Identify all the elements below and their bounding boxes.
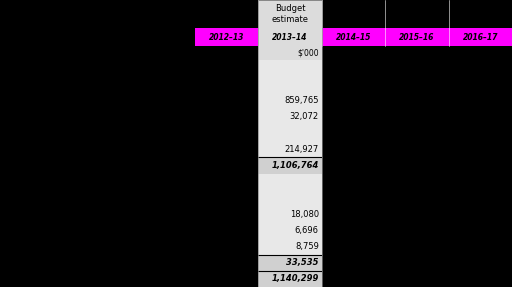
- Bar: [449, 255, 512, 271]
- Text: 33,535: 33,535: [286, 258, 319, 267]
- Bar: [322, 46, 385, 60]
- Bar: [259, 109, 322, 125]
- Bar: [259, 222, 322, 238]
- Bar: [195, 76, 259, 92]
- Bar: [322, 174, 385, 190]
- Bar: [322, 28, 385, 46]
- Bar: [449, 238, 512, 255]
- Bar: [322, 125, 385, 141]
- Bar: [259, 206, 322, 222]
- Bar: [259, 190, 322, 206]
- Bar: [449, 174, 512, 190]
- Bar: [259, 92, 322, 109]
- Bar: [195, 206, 259, 222]
- Bar: [385, 255, 449, 271]
- Bar: [195, 238, 259, 255]
- Bar: [449, 190, 512, 206]
- Text: 859,765: 859,765: [284, 96, 319, 105]
- Bar: [449, 109, 512, 125]
- Bar: [195, 28, 259, 46]
- Bar: [322, 255, 385, 271]
- Bar: [259, 28, 322, 46]
- Bar: [322, 92, 385, 109]
- Bar: [259, 46, 322, 60]
- Bar: [322, 190, 385, 206]
- Bar: [385, 76, 449, 92]
- Bar: [385, 125, 449, 141]
- Bar: [385, 238, 449, 255]
- Bar: [322, 60, 385, 76]
- Text: 1,140,299: 1,140,299: [271, 274, 319, 283]
- Bar: [195, 271, 259, 287]
- Bar: [195, 222, 259, 238]
- Bar: [385, 92, 449, 109]
- Bar: [259, 174, 322, 190]
- Text: 6,696: 6,696: [295, 226, 319, 235]
- Text: 214,927: 214,927: [285, 145, 319, 154]
- Text: 2014–15: 2014–15: [336, 32, 371, 42]
- Bar: [259, 0, 322, 287]
- Bar: [385, 46, 449, 60]
- Text: 2013–14: 2013–14: [272, 32, 308, 42]
- Bar: [449, 60, 512, 76]
- Bar: [449, 206, 512, 222]
- Bar: [259, 255, 322, 271]
- Bar: [259, 76, 322, 92]
- Text: 18,080: 18,080: [290, 210, 319, 218]
- Bar: [195, 60, 259, 76]
- Text: 2016–17: 2016–17: [463, 32, 498, 42]
- Bar: [449, 157, 512, 174]
- Bar: [385, 222, 449, 238]
- Bar: [259, 125, 322, 141]
- Bar: [195, 141, 259, 157]
- Bar: [385, 271, 449, 287]
- Bar: [259, 60, 322, 76]
- Bar: [195, 255, 259, 271]
- Bar: [259, 238, 322, 255]
- Bar: [385, 206, 449, 222]
- Text: 2012–13: 2012–13: [209, 32, 244, 42]
- Bar: [449, 125, 512, 141]
- Text: $'000: $'000: [297, 49, 319, 57]
- Bar: [259, 271, 322, 287]
- Bar: [385, 157, 449, 174]
- Bar: [449, 28, 512, 46]
- Text: 2015–16: 2015–16: [399, 32, 435, 42]
- Bar: [385, 141, 449, 157]
- Bar: [322, 157, 385, 174]
- Bar: [195, 190, 259, 206]
- Bar: [322, 238, 385, 255]
- Bar: [259, 141, 322, 157]
- Bar: [195, 125, 259, 141]
- Bar: [449, 76, 512, 92]
- Bar: [195, 174, 259, 190]
- Bar: [449, 271, 512, 287]
- Bar: [195, 157, 259, 174]
- Bar: [195, 92, 259, 109]
- Bar: [195, 46, 259, 60]
- Bar: [322, 141, 385, 157]
- Bar: [385, 174, 449, 190]
- Bar: [322, 271, 385, 287]
- Bar: [259, 0, 322, 28]
- Text: 32,072: 32,072: [290, 112, 319, 121]
- Bar: [385, 60, 449, 76]
- Bar: [385, 190, 449, 206]
- Bar: [322, 76, 385, 92]
- Text: 8,759: 8,759: [295, 242, 319, 251]
- Bar: [449, 92, 512, 109]
- Text: Budget
estimate: Budget estimate: [271, 4, 309, 24]
- Bar: [322, 222, 385, 238]
- Bar: [195, 109, 259, 125]
- Bar: [322, 206, 385, 222]
- Bar: [322, 109, 385, 125]
- Bar: [259, 157, 322, 174]
- Bar: [385, 109, 449, 125]
- Bar: [449, 141, 512, 157]
- Bar: [449, 46, 512, 60]
- Bar: [449, 222, 512, 238]
- Text: 1,106,764: 1,106,764: [271, 161, 319, 170]
- Bar: [385, 28, 449, 46]
